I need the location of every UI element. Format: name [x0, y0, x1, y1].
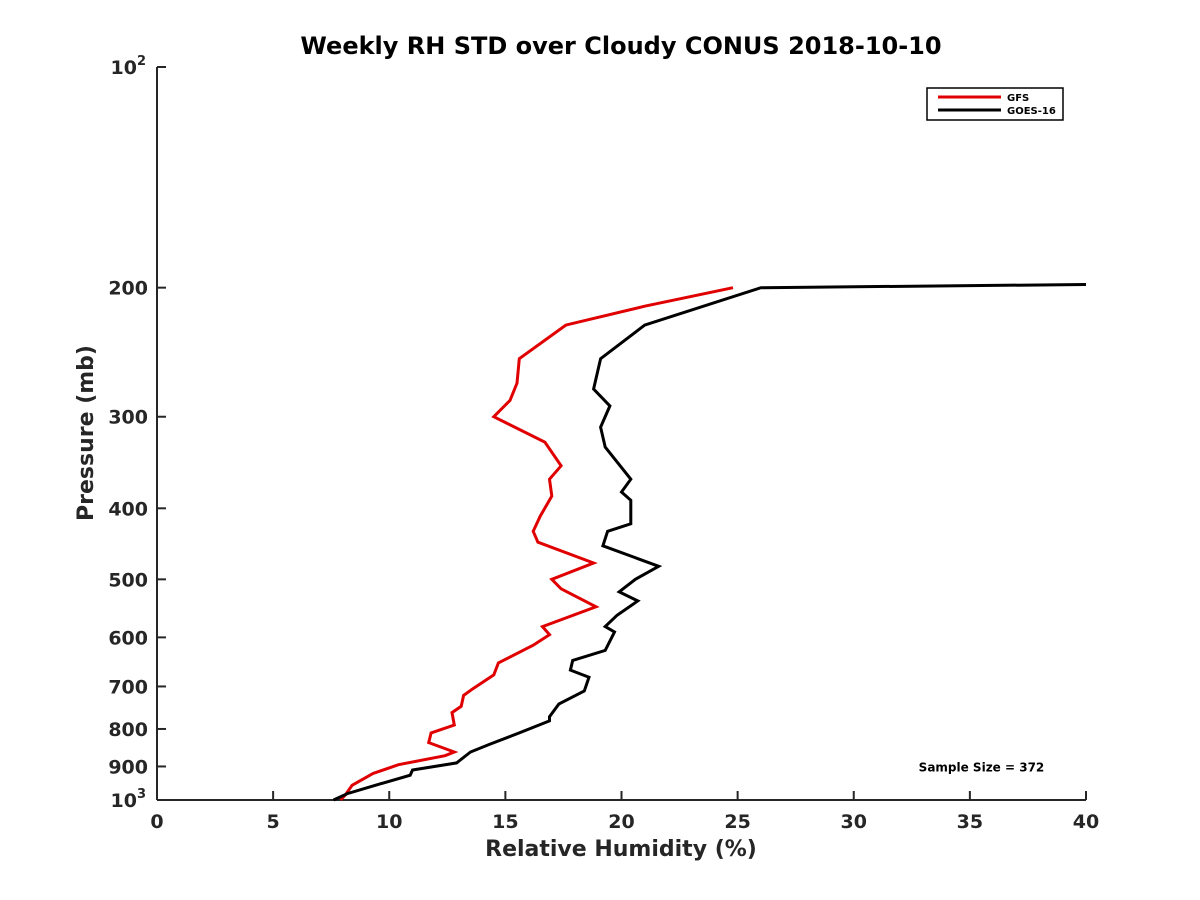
- legend-label: GOES-16: [1007, 106, 1056, 117]
- legend-box: [926, 87, 1064, 121]
- y-tick-label: 300: [108, 407, 148, 429]
- x-tick-label: 35: [957, 811, 983, 833]
- y-tick-base: 10: [111, 790, 137, 812]
- y-tick-label: 102: [111, 54, 147, 79]
- annotations: Sample Size = 372: [919, 760, 1045, 774]
- y-tick-exponent: 2: [137, 54, 146, 69]
- x-axis-label: Relative Humidity (%): [485, 837, 757, 862]
- chart-title: Weekly RH STD over Cloudy CONUS 2018-10-…: [300, 32, 941, 60]
- legend: GFS GOES-16: [926, 87, 1064, 121]
- x-tick-label: 15: [492, 811, 518, 833]
- x-tick-label: 40: [1073, 811, 1099, 833]
- y-tick-exponent: 3: [137, 787, 146, 802]
- y-tick-label: 103: [111, 787, 147, 812]
- series-line-goes-16: [332, 283, 1087, 802]
- y-tick-label: 700: [108, 676, 148, 698]
- x-tick-label: 25: [724, 811, 750, 833]
- y-axis-label: Pressure (mb): [74, 345, 99, 521]
- y-tick-label: 800: [108, 719, 148, 741]
- y-tick-label: 500: [108, 569, 148, 591]
- y-tick-label: 200: [108, 278, 148, 300]
- x-tick-label: 5: [267, 811, 280, 833]
- y-tick-base: 10: [111, 57, 137, 79]
- series-line-gfs: [339, 286, 734, 802]
- axes: 0 5 10 15 20 25 30 35 40102200300400500600700800…: [108, 54, 1099, 833]
- x-tick-label: 30: [841, 811, 867, 833]
- series-layer: [332, 283, 1087, 802]
- sample-size-annotation: Sample Size = 372: [919, 760, 1045, 774]
- legend-label: GFS: [1007, 93, 1029, 104]
- x-tick-label: 10: [376, 811, 402, 833]
- y-tick-label: 400: [108, 498, 148, 520]
- x-tick-label: 0: [150, 811, 163, 833]
- x-tick-label: 20: [608, 811, 634, 833]
- y-tick-label: 900: [108, 756, 148, 778]
- y-tick-label: 600: [108, 627, 148, 649]
